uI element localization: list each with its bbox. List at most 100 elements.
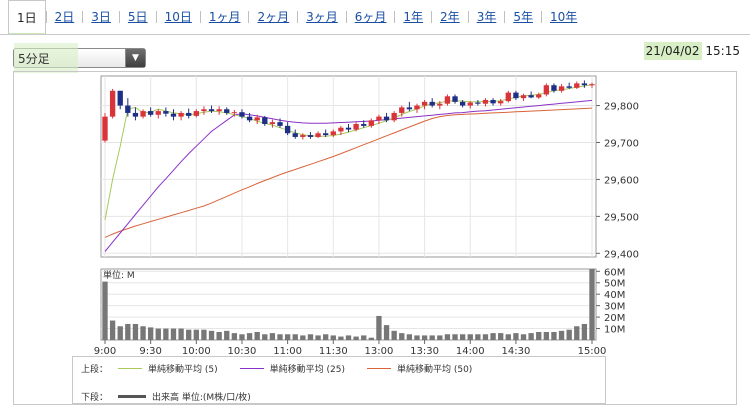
volume-bar xyxy=(543,331,550,340)
tab-1[interactable]: 1日 xyxy=(8,0,46,35)
legend-ma5-swatch xyxy=(118,368,143,369)
volume-bar xyxy=(345,335,352,340)
interval-select[interactable]: 5分足 ▼ xyxy=(13,43,146,73)
volume-bar xyxy=(551,331,557,340)
candle-body xyxy=(193,111,199,116)
candle-body xyxy=(262,117,268,125)
time-tick-label: 11:00 xyxy=(273,346,302,357)
time-tick-label: 9:00 xyxy=(94,346,116,357)
volume-bar xyxy=(132,323,139,340)
tab-divider xyxy=(0,34,750,35)
tab-5[interactable]: 10日 xyxy=(164,10,192,24)
legend-ma25-swatch xyxy=(239,368,264,369)
tab-separator xyxy=(118,11,120,23)
candle-body xyxy=(170,113,177,117)
time-tick-label: 14:00 xyxy=(456,346,485,357)
volume-bar xyxy=(277,334,283,340)
candle-body xyxy=(520,95,527,99)
period-tabs: 1日 2日 3日 5日 10日 1ヶ月 2ヶ月 3ヶ月 6ヶ月 1年 2年 3年 5年 10年 xyxy=(0,0,750,35)
tab-10[interactable]: 1年 xyxy=(403,10,424,24)
volume-bar xyxy=(193,329,199,340)
candle-body xyxy=(368,120,374,126)
price-tick-label: 29,500 xyxy=(604,212,639,223)
price-tick-label: 29,600 xyxy=(604,175,639,186)
volume-bar xyxy=(170,328,177,340)
candle-body xyxy=(140,111,146,117)
volume-bar xyxy=(406,334,413,340)
volume-bar xyxy=(399,333,405,340)
candle-body xyxy=(277,122,283,126)
tab-13[interactable]: 5年 xyxy=(513,10,533,24)
candle-body xyxy=(551,85,557,91)
candle-body xyxy=(323,133,329,136)
tab-3[interactable]: 3日 xyxy=(91,10,111,24)
candle-body xyxy=(125,105,131,113)
candle-body xyxy=(558,86,565,91)
volume-bar xyxy=(300,335,306,340)
volume-bar xyxy=(239,334,245,340)
candle-body xyxy=(513,92,519,99)
volume-bar xyxy=(589,269,595,340)
candle-body xyxy=(376,116,382,121)
volume-bar xyxy=(125,323,131,340)
candle-body xyxy=(566,86,572,88)
volume-tick-label: 50M xyxy=(604,279,625,290)
volume-bar xyxy=(482,334,489,340)
volume-bar xyxy=(467,334,473,340)
legend-ma50-label: 単純移動平均 (50) xyxy=(396,365,473,375)
candle-body xyxy=(239,112,245,117)
volume-bar xyxy=(254,331,260,340)
tab-separator xyxy=(345,11,347,23)
volume-tick-label: 20M xyxy=(604,313,625,324)
tab-2[interactable]: 2日 xyxy=(54,10,75,24)
candle-body xyxy=(421,101,428,106)
candle-body xyxy=(444,96,451,104)
legend-ma5-label: 単純移動平均 (5) xyxy=(148,365,218,375)
candle-body xyxy=(452,96,458,102)
volume-bar xyxy=(323,334,329,340)
volume-bar xyxy=(459,334,466,340)
volume-bar xyxy=(231,333,238,340)
candle-body xyxy=(284,125,291,134)
candle-body xyxy=(498,101,504,104)
tab-separator xyxy=(540,11,542,23)
candle-body xyxy=(383,116,390,121)
volume-bar xyxy=(528,333,534,340)
volume-bar xyxy=(269,333,276,340)
candle-body xyxy=(437,103,443,106)
volume-bar xyxy=(178,328,184,340)
tab-4[interactable]: 5日 xyxy=(127,10,148,24)
time-tick-label: 9:30 xyxy=(139,346,161,357)
chevron-down-icon[interactable]: ▼ xyxy=(125,49,145,67)
candle-body xyxy=(345,127,352,130)
candle-body xyxy=(490,100,496,104)
volume-bar xyxy=(452,334,458,340)
interval-select-value: 5分足 xyxy=(18,52,50,66)
candle-body xyxy=(353,124,359,130)
volume-bar xyxy=(330,335,336,340)
legend-lower-label: 下段： xyxy=(81,393,109,403)
candle-body xyxy=(102,116,108,141)
legend-ma50-swatch xyxy=(366,368,391,369)
tab-11[interactable]: 2年 xyxy=(440,10,460,24)
volume-bar xyxy=(216,331,222,340)
tab-9[interactable]: 6ヶ月 xyxy=(354,10,387,24)
legend-lower-row: 下段： 出来高 単位:(M株/口/枚) xyxy=(81,390,273,403)
tab-14[interactable]: 10年 xyxy=(549,10,578,24)
volume-bar xyxy=(414,335,420,340)
candle-body xyxy=(429,101,435,106)
tab-separator xyxy=(394,11,396,23)
candle-body xyxy=(307,135,314,137)
tab-7[interactable]: 2ヶ月 xyxy=(257,10,290,24)
tab-6[interactable]: 1ヶ月 xyxy=(208,10,241,24)
candle-body xyxy=(475,102,481,104)
volume-bar xyxy=(307,334,314,340)
candle-body xyxy=(574,83,580,88)
tab-separator xyxy=(199,11,201,23)
legend-volume-swatch xyxy=(118,395,147,398)
price-tick-label: 29,400 xyxy=(604,249,639,260)
tab-12[interactable]: 3年 xyxy=(476,10,497,24)
tab-8[interactable]: 3ヶ月 xyxy=(306,10,338,24)
tab-separator xyxy=(45,11,47,23)
